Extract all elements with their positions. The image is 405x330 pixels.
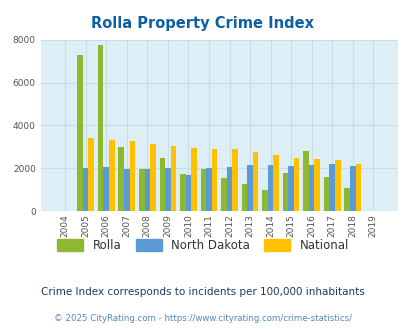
Bar <box>273 155 278 211</box>
Bar <box>349 166 355 211</box>
Bar <box>170 146 176 211</box>
Bar <box>139 169 144 211</box>
Bar <box>247 165 252 211</box>
Bar <box>165 168 170 211</box>
Bar <box>124 169 129 211</box>
Bar <box>226 167 232 211</box>
Bar <box>282 173 288 211</box>
Bar <box>293 158 299 211</box>
Bar <box>262 190 267 211</box>
Bar <box>206 168 211 211</box>
Bar <box>109 141 114 211</box>
Bar <box>343 187 349 211</box>
Text: Crime Index corresponds to incidents per 100,000 inhabitants: Crime Index corresponds to incidents per… <box>41 287 364 297</box>
Bar <box>144 169 150 211</box>
Bar <box>241 184 247 211</box>
Bar <box>185 175 191 211</box>
Bar <box>355 164 360 211</box>
Bar <box>129 142 135 211</box>
Bar <box>200 169 206 211</box>
Bar <box>150 144 155 211</box>
Legend: Rolla, North Dakota, National: Rolla, North Dakota, National <box>57 239 348 251</box>
Bar <box>211 149 217 211</box>
Text: © 2025 CityRating.com - https://www.cityrating.com/crime-statistics/: © 2025 CityRating.com - https://www.city… <box>54 314 351 323</box>
Bar <box>180 174 185 211</box>
Bar <box>103 167 109 211</box>
Bar <box>159 158 165 211</box>
Bar <box>267 165 273 211</box>
Bar <box>334 160 340 211</box>
Bar <box>308 165 314 211</box>
Bar <box>83 168 88 211</box>
Bar <box>328 164 334 211</box>
Bar <box>288 166 293 211</box>
Bar <box>232 149 237 211</box>
Bar <box>77 54 83 211</box>
Bar <box>314 159 319 211</box>
Text: Rolla Property Crime Index: Rolla Property Crime Index <box>91 16 314 31</box>
Bar <box>303 151 308 211</box>
Bar <box>88 138 94 211</box>
Bar <box>323 177 328 211</box>
Bar <box>118 147 124 211</box>
Bar <box>191 148 196 211</box>
Bar <box>98 45 103 211</box>
Bar <box>221 178 226 211</box>
Bar <box>252 152 258 211</box>
